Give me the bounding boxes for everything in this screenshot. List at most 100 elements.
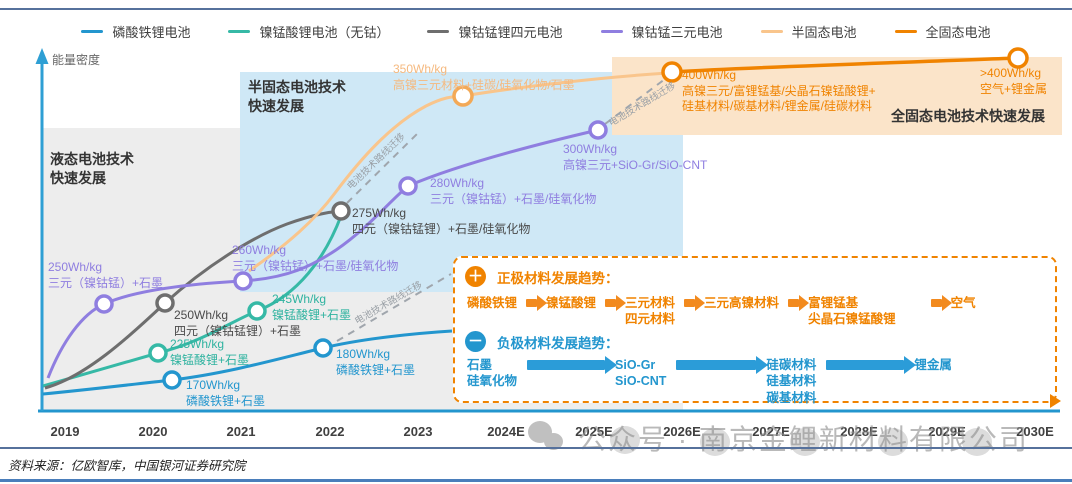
annotation-lfp-170: 170Wh/kg 磷酸铁锂+石墨 xyxy=(186,378,266,408)
region-title-liquid: 液态电池技术 快速发展 xyxy=(50,151,134,186)
data-point xyxy=(155,293,175,313)
annotation-all-solid-gt400: >400Wh/kg 空气+锂金属 xyxy=(980,66,1048,96)
annotation-ternary-260: 260Wh/kg 三元（镍钴锰）+石墨/硅氧化物 xyxy=(232,243,399,273)
arrow-right-icon xyxy=(788,299,800,307)
migration-dash-2 xyxy=(346,132,419,204)
arrow-right-icon xyxy=(930,299,942,307)
cathode-step: 空气 xyxy=(950,296,976,310)
legend-dash-icon xyxy=(600,30,623,33)
legend-dash-icon xyxy=(760,30,783,33)
cathode-title-row: ＋ 正极材料发展趋势： xyxy=(465,266,619,287)
legend-item-lnmo: 镍锰酸锂电池（无钴） xyxy=(228,22,389,41)
data-point xyxy=(148,343,168,363)
legend-label: 磷酸铁锂电池 xyxy=(112,25,191,40)
x-tick-2027e: 2027E xyxy=(752,424,790,439)
anode-step: 硅碳材料 硅基材料 碳基材料 xyxy=(766,358,817,405)
y-axis-label: 能量密度 xyxy=(52,53,101,67)
arrow-right-icon xyxy=(605,299,617,307)
legend-item-all-solid: 全固态电池 xyxy=(894,22,991,41)
watermark-circle-icon xyxy=(790,428,820,456)
anode-step: 锂金属 xyxy=(914,358,952,372)
x-tick-2024e: 2024E xyxy=(487,424,525,439)
x-tick-2030e: 2030E xyxy=(1016,424,1054,439)
anode-step: SiO-Gr SiO-CNT xyxy=(615,358,667,389)
anode-title-row: － 负极材料发展趋势： xyxy=(465,331,619,352)
region-semi-solid-battery xyxy=(240,72,683,292)
legend-label: 全固态电池 xyxy=(925,25,991,40)
data-point xyxy=(588,120,608,140)
legend-dash-icon xyxy=(427,30,450,33)
data-point xyxy=(162,370,182,390)
top-border-line xyxy=(0,8,1072,10)
anode-flow: 石墨 硅氧化物 SiO-Gr SiO-CNT 硅碳材料 硅基材料 碳基材料 锂金… xyxy=(467,357,952,406)
wechat-icon xyxy=(528,421,568,455)
x-tick-2022: 2022 xyxy=(315,424,345,439)
legend-dash-icon xyxy=(81,30,104,33)
annotation-semi-solid-350: 350Wh/kg 高镍三元材料+硅碳/硅氧化物/石墨 xyxy=(393,62,575,92)
watermark-text: 公众号 · 南京金鲤新材料有限公司 xyxy=(578,424,1029,455)
arrow-right-icon xyxy=(826,360,905,370)
series-quaternary-line xyxy=(44,209,342,390)
cathode-step: 三元高镍材料 xyxy=(704,296,780,310)
watermark-circle-icon xyxy=(610,426,640,454)
region-title-all-solid: 全固态电池技术快速发展 xyxy=(891,108,1045,124)
annotation-quaternary-250: 250Wh/kg 四元（镍钴锰锂）+石墨 xyxy=(174,308,302,338)
bottom-border-line xyxy=(0,479,1072,482)
data-point xyxy=(94,294,114,314)
arrow-right-icon xyxy=(676,360,757,370)
watermark-circle-icon xyxy=(700,428,730,456)
material-trend-box: ＋ 正极材料发展趋势： 磷酸铁锂 镍锰酸锂 三元材料 四元材料 三元高镍材料 富… xyxy=(453,256,1057,406)
cathode-title: 正极材料发展趋势： xyxy=(497,270,619,286)
migration-dash-1 xyxy=(336,273,452,342)
legend-label: 镍钴锰锂四元电池 xyxy=(458,25,563,40)
box-arrow-icon xyxy=(1050,394,1061,408)
watermark-circle-icon xyxy=(878,428,908,456)
series-lfp-line xyxy=(42,329,453,396)
x-tick-2025e: 2025E xyxy=(575,424,613,439)
x-tick-2028e: 2028E xyxy=(840,424,878,439)
annotation-ternary-280: 280Wh/kg 三元（镍钴锰）+石墨/硅氧化物 xyxy=(430,176,597,206)
arrow-right-icon xyxy=(684,299,696,307)
annotation-ternary-250: 250Wh/kg 三元（镍钴锰）+石墨 xyxy=(48,260,164,290)
legend-label: 半固态电池 xyxy=(791,25,857,40)
source-note: 资料来源：亿欧智库，中国银河证券研究院 xyxy=(8,459,246,473)
legend-item-ternary: 镍钴锰三元电池 xyxy=(600,22,723,41)
legend-dash-icon xyxy=(228,30,251,33)
data-point xyxy=(398,176,418,196)
annotation-lnmo-245: 245Wh/kg 镍锰酸锂+石墨 xyxy=(272,292,352,322)
legend-item-quaternary: 镍钴锰锂四元电池 xyxy=(427,22,563,41)
series-semi-solid-line xyxy=(248,71,669,273)
data-point xyxy=(661,61,683,83)
anode-title: 负极材料发展趋势： xyxy=(497,335,619,351)
legend-label: 镍锰酸锂电池（无钴） xyxy=(259,25,390,40)
legend-dash-icon xyxy=(894,30,917,33)
series-all-solid-line xyxy=(671,56,1019,74)
data-point xyxy=(313,338,333,358)
x-tick-2029e: 2029E xyxy=(928,424,966,439)
cathode-flow: 磷酸铁锂 镍锰酸锂 三元材料 四元材料 三元高镍材料 富锂锰基 尖晶石镍锰酸锂 … xyxy=(467,295,976,328)
data-point xyxy=(1007,47,1029,69)
legend: 磷酸铁锂电池 镍锰酸锂电池（无钴） 镍钴锰锂四元电池 镍钴锰三元电池 半固态电池… xyxy=(0,22,1072,41)
region-title-semi-solid: 半固态电池技术 快速发展 xyxy=(248,79,346,114)
x-tick-2020: 2020 xyxy=(138,424,168,439)
arrow-right-icon xyxy=(526,299,538,307)
x-tick-2023: 2023 xyxy=(403,424,433,439)
cathode-step: 磷酸铁锂 xyxy=(467,296,518,310)
minus-icon: － xyxy=(465,331,486,352)
series-lnmo-line xyxy=(42,215,343,388)
separator-line xyxy=(0,447,1072,449)
x-tick-2019: 2019 xyxy=(50,424,80,439)
x-tick-2026e: 2026E xyxy=(663,424,701,439)
data-point xyxy=(247,301,267,321)
data-point xyxy=(233,271,253,291)
legend-label: 镍钴锰三元电池 xyxy=(631,25,723,40)
arrow-right-icon xyxy=(527,360,606,370)
watermark-circle-icon xyxy=(962,428,992,456)
data-points xyxy=(94,47,1029,390)
cathode-step: 镍锰酸锂 xyxy=(546,296,597,310)
data-point xyxy=(452,85,474,107)
legend-item-lfp: 磷酸铁锂电池 xyxy=(81,22,190,41)
plus-icon: ＋ xyxy=(465,266,486,287)
